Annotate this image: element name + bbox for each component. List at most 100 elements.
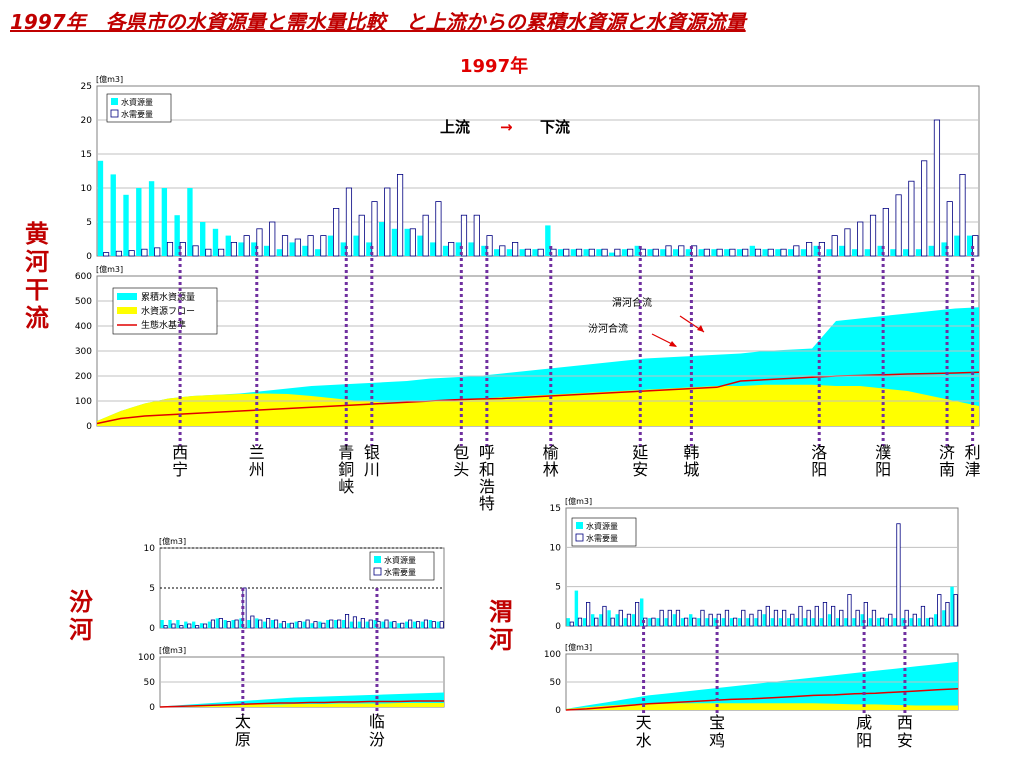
- fen-bar-bar-demand: [273, 619, 279, 629]
- fen-bar-bar-demand: [258, 619, 263, 629]
- fen-bar-tick-label: 10: [144, 544, 156, 554]
- wei-bar-bar-resource: [803, 618, 807, 626]
- yellow-bar-bar-demand: [512, 241, 519, 257]
- wei-cum-tick-label: 50: [550, 678, 562, 688]
- yellow-bar-bar-resource: [148, 181, 155, 256]
- yellow-bar-bar-demand: [115, 250, 122, 257]
- fen-bar-bar-demand: [313, 621, 318, 629]
- yellow-bar-bar-resource: [749, 245, 756, 256]
- yellow-cum-tick-label: 400: [75, 322, 92, 332]
- city-label: 西宁: [172, 443, 188, 479]
- wei-bar-tick-label: 10: [550, 543, 562, 553]
- yellow-bar-bar-demand: [422, 214, 429, 257]
- fen-bar-bar-demand: [408, 619, 413, 629]
- yellow-bar-bar-resource: [430, 242, 436, 256]
- city-label: 西安: [897, 713, 913, 750]
- yellow-bar-bar-resource: [711, 249, 717, 256]
- wei-bar-bar-resource: [574, 590, 579, 626]
- annotation-fen-join: 汾河合流: [588, 322, 628, 335]
- yellow-bar-bar-resource: [276, 249, 283, 256]
- yellow-bar-bar-demand: [729, 248, 736, 257]
- wei-bar-bar-demand: [806, 609, 811, 627]
- yellow-bar-bar-demand: [652, 248, 659, 257]
- wei-bar-bar-demand: [733, 617, 738, 627]
- fen-bar-bar-resource: [199, 623, 204, 628]
- wei-bar-bar-demand: [871, 609, 877, 627]
- wei-bar-bar-demand: [831, 605, 836, 627]
- fen-bar-legend-swatch-resource: [374, 556, 381, 563]
- fen-bar-bar-resource: [176, 620, 180, 628]
- yellow-bar-bar-demand: [524, 248, 531, 257]
- fen-bar-bar-resource: [286, 623, 291, 628]
- wei-bar-bar-demand: [700, 609, 705, 627]
- yellow-bar-bar-resource: [200, 222, 206, 256]
- wei-cum-line-eco: [565, 687, 959, 711]
- wei-bar-bar-demand: [675, 609, 681, 627]
- wei-bar-bar-resource: [721, 618, 726, 626]
- yellow-bar-bar-demand: [921, 160, 928, 257]
- yellow-bar-tick-label: 10: [81, 184, 93, 194]
- yellow-bar-bar-resource: [915, 249, 922, 256]
- wei-bar-legend-swatch-demand: [575, 533, 584, 542]
- yellow-bar-bar-resource: [890, 249, 896, 256]
- yellow-bar-bar-demand: [972, 235, 979, 257]
- yellow-bar-bar-demand: [192, 245, 199, 257]
- yellow-bar-bar-resource: [724, 249, 730, 256]
- fen-bar-bar-resource: [168, 620, 172, 628]
- yellow-bar-bar-demand: [563, 248, 570, 257]
- yellow-bar-bar-resource: [481, 245, 487, 256]
- fen-bar-tick-label: 5: [149, 584, 155, 594]
- yellow-bar-bar-resource: [966, 235, 973, 256]
- yellow-bar-bar-demand: [895, 194, 902, 257]
- wei-bar-bar-demand: [953, 594, 958, 627]
- yellow-cum-tick-label: 100: [75, 397, 92, 407]
- fen-bar-bar-demand: [360, 618, 365, 629]
- yellow-bar-bar-resource: [263, 245, 270, 256]
- fen-bar-bar-resource: [357, 621, 362, 628]
- yellow-bar-bar-demand: [384, 187, 391, 257]
- yellow-bar-bar-resource: [212, 228, 219, 256]
- city-label: 青銅峡: [338, 443, 354, 496]
- fen-bar-bar-resource: [326, 620, 330, 628]
- yellow-bar-bar-demand: [179, 241, 186, 257]
- fen-bar-bar-resource: [436, 621, 440, 628]
- yellow-cum-area-flow: [97, 384, 979, 426]
- wei-bar-bar-demand: [618, 609, 623, 627]
- yellow-bar-bar-demand: [754, 248, 762, 257]
- yellow-bar-bar-resource: [800, 249, 807, 256]
- fen-bar-bar-demand: [415, 621, 421, 629]
- wei-bar-bar-resource: [835, 618, 840, 626]
- yellow-bar-bar-resource: [225, 235, 231, 256]
- yellow-bar-bar-demand: [627, 248, 634, 257]
- yellow-bar-bar-demand: [269, 221, 276, 257]
- city-label: 临汾: [369, 712, 385, 749]
- wei-bar-bar-demand: [773, 609, 779, 627]
- wei-bar-bar-resource: [746, 618, 750, 626]
- wei-bar-bar-resource: [648, 618, 652, 626]
- fen-bar-bar-demand: [431, 621, 436, 629]
- fen-bar-bar-resource: [412, 621, 417, 628]
- wei-bar-bar-resource: [844, 618, 848, 626]
- wei-bar-bar-demand: [847, 594, 852, 627]
- fen-bar-bar-resource: [223, 620, 227, 628]
- wei-bar-bar-resource: [876, 618, 881, 626]
- yellow-bar-bar-demand: [448, 241, 455, 257]
- fen-bar-bar-resource: [334, 620, 338, 628]
- yellow-cum-legend-swatch-cumulative: [117, 293, 137, 300]
- annotation-fen-arrowhead: [669, 341, 677, 347]
- yellow-bar-bar-resource: [136, 188, 142, 256]
- fen-bar-bar-resource: [270, 620, 275, 628]
- wei-bar-bar-resource: [664, 618, 668, 626]
- fen-bar-legend-demand: 水需要量: [384, 567, 416, 577]
- fen-bar-bar-resource: [365, 621, 369, 628]
- year-label: 1997年: [460, 56, 529, 77]
- fen-bar-bar-demand: [202, 623, 208, 629]
- wei-bar-bar-demand: [594, 617, 599, 627]
- yellow-bar-bar-resource: [698, 249, 704, 256]
- yellow-bar-bar-resource: [494, 249, 500, 256]
- fen-bar-bar-demand: [226, 621, 231, 629]
- yellow-bar-bar-demand: [102, 252, 110, 257]
- fen-bar-bar-resource: [263, 621, 267, 628]
- yellow-bar-bar-demand: [141, 248, 148, 257]
- city-label: 榆林: [543, 443, 559, 479]
